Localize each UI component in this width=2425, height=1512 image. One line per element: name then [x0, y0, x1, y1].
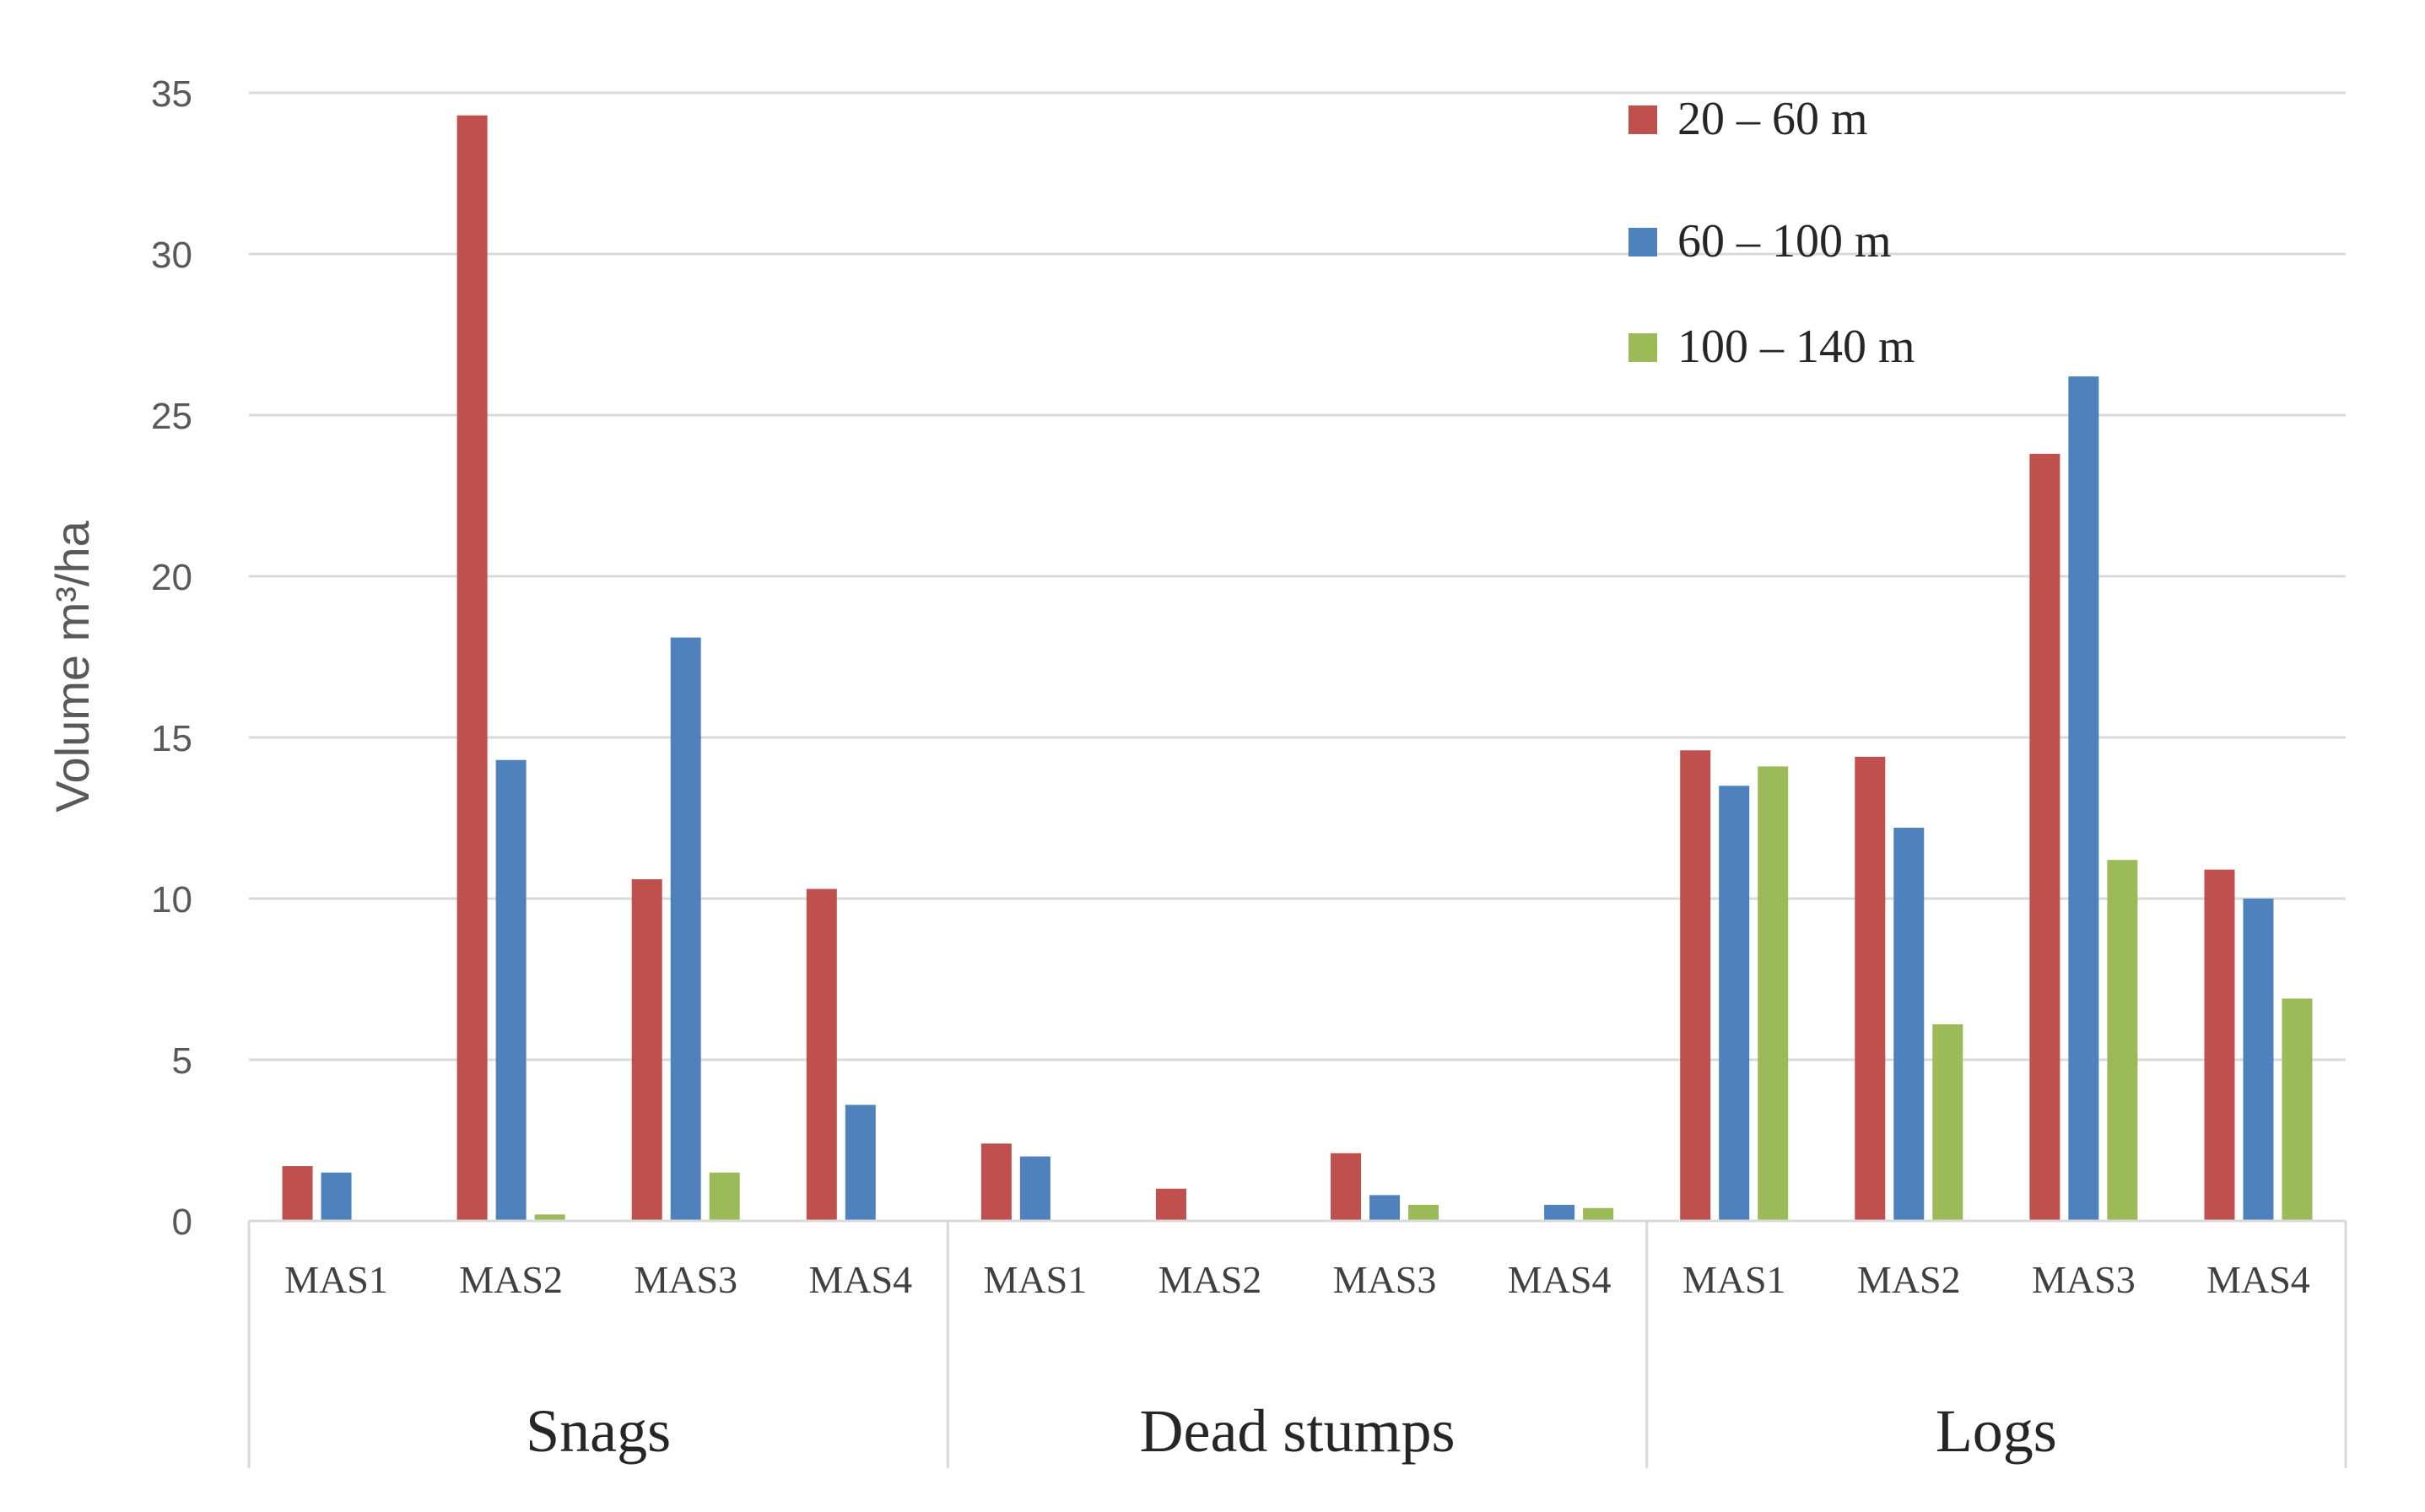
bar-2-mas1 — [1019, 1156, 1050, 1221]
bar-2-mas4 — [1544, 1204, 1575, 1221]
bar-1-mas1 — [282, 1166, 313, 1221]
bar-1-mas4 — [806, 888, 837, 1221]
bar-1-mas1 — [1680, 750, 1711, 1221]
category-label: MAS3 — [2032, 1258, 2136, 1301]
bar-3-mas2 — [1932, 1023, 1963, 1221]
bar-2-mas3 — [2068, 376, 2099, 1221]
category-label: MAS2 — [1857, 1258, 1961, 1301]
bar-1-mas2 — [456, 115, 488, 1222]
category-label: MAS4 — [1508, 1258, 1612, 1301]
bars — [282, 115, 2313, 1222]
group-label: Logs — [1936, 1397, 2057, 1465]
bar-2-mas3 — [1369, 1195, 1401, 1221]
bar-2-mas3 — [670, 637, 701, 1221]
bar-2-mas1 — [321, 1172, 352, 1221]
bar-2-mas1 — [1719, 786, 1750, 1221]
category-label: MAS1 — [1682, 1258, 1786, 1301]
bar-1-mas1 — [980, 1143, 1012, 1221]
category-labels: MAS1 MAS2 MAS3 MAS4 MAS1 MAS2 MAS3 MAS4 MAS1 MAS2… — [284, 1258, 2310, 1301]
y-tick-label: 5 — [172, 1040, 192, 1082]
bar-1-mas3 — [2029, 453, 2060, 1221]
category-label: MAS4 — [808, 1258, 912, 1301]
y-axis-label: Volume m³/ha — [46, 520, 99, 812]
axes — [247, 1219, 2347, 1468]
category-label: MAS3 — [1333, 1258, 1437, 1301]
legend-label: 60 – 100 m — [1677, 215, 1892, 267]
category-label: MAS2 — [1158, 1258, 1262, 1301]
legend-swatch — [1628, 228, 1657, 256]
legend-label: 20 – 60 m — [1677, 93, 1868, 145]
gridlines — [249, 91, 2346, 1061]
y-tick-label: 10 — [151, 879, 192, 921]
legend: 20 – 60 m 60 – 100 m 100 – 140 m — [1628, 93, 1915, 373]
category-label: MAS2 — [459, 1258, 563, 1301]
group-label: Dead stumps — [1140, 1397, 1456, 1465]
category-label: MAS1 — [984, 1258, 1088, 1301]
category-label: MAS4 — [2206, 1258, 2310, 1301]
y-tick-label: 25 — [151, 396, 192, 437]
bar-3-mas3 — [709, 1172, 740, 1221]
bar-3-mas3 — [1408, 1204, 1439, 1221]
y-tick-label: 35 — [151, 73, 192, 115]
bar-2-mas2 — [1893, 827, 1925, 1221]
bar-1-mas2 — [1155, 1188, 1186, 1221]
group-label: Snags — [526, 1397, 671, 1465]
y-tick-label: 0 — [172, 1202, 192, 1243]
bar-3-mas3 — [2107, 860, 2138, 1221]
bar-3-mas4 — [1583, 1207, 1614, 1221]
bar-2-mas4 — [845, 1104, 876, 1221]
legend-label: 100 – 140 m — [1677, 321, 1915, 373]
bar-3-mas4 — [2282, 998, 2313, 1221]
bar-3-mas1 — [1758, 766, 1789, 1221]
y-tick-label: 20 — [151, 557, 192, 598]
y-tick-label: 30 — [151, 235, 192, 276]
bar-2-mas4 — [2243, 899, 2274, 1221]
category-label: MAS1 — [284, 1258, 388, 1301]
category-label: MAS3 — [634, 1258, 737, 1301]
y-tick-labels: 0 5 10 15 20 25 30 35 — [151, 73, 192, 1243]
legend-swatch — [1628, 105, 1657, 134]
y-tick-label: 15 — [151, 718, 192, 759]
bar-1-mas4 — [2204, 869, 2235, 1221]
legend-swatch — [1628, 333, 1657, 362]
bar-1-mas2 — [1855, 756, 1886, 1221]
group-labels: Snags Dead stumps Logs — [526, 1397, 2057, 1465]
bar-2-mas2 — [495, 759, 527, 1221]
bar-1-mas3 — [631, 879, 662, 1221]
bar-1-mas3 — [1331, 1153, 1362, 1221]
bar-3-mas2 — [534, 1214, 565, 1221]
